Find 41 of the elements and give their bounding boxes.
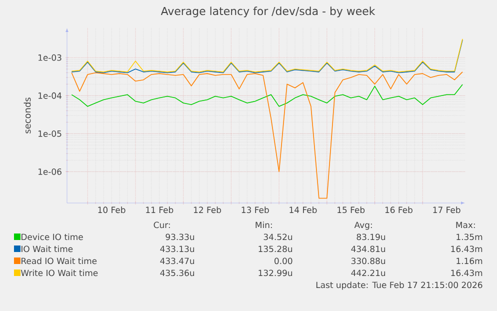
x-tick-label: 14 Feb [290, 206, 317, 214]
text: 16.43m [451, 246, 482, 252]
text: 83.19u [356, 234, 386, 240]
x-tick-label: 13 Feb [242, 206, 269, 214]
legend-label: Write IO Wait time [20, 270, 98, 276]
y-tick-label: 1e-06 [38, 168, 62, 175]
line-series [71, 84, 463, 107]
text: 132.99u [258, 270, 292, 276]
x-tick-label: 11 Feb [146, 206, 174, 214]
chart-title: Average latency for /dev/sda - by week [160, 6, 376, 18]
text: 16.43m [451, 270, 482, 276]
text: 0.00 [274, 258, 292, 264]
x-tick-label: 17 Feb [433, 206, 460, 214]
y-tick-label: 1e-04 [38, 92, 62, 99]
y-tick-label: 1e-05 [38, 130, 62, 137]
text: Cur: [154, 222, 170, 228]
y-axis-title: seconds [24, 98, 31, 134]
text: 434.81u [351, 246, 386, 252]
x-tick-label: 15 Feb [338, 206, 365, 214]
legend-label: Read IO Wait time [22, 258, 97, 264]
text: 433.13u [160, 246, 194, 252]
text: 135.28u [258, 246, 292, 252]
text: Last update: Tue Feb 17 21:15:00 2026 [316, 282, 482, 290]
x-tick-label: 16 Feb [385, 206, 412, 214]
x-tick-label: 10 Feb [98, 206, 126, 214]
y-tick-label: 1e-03 [38, 54, 62, 61]
text: Avg: [354, 222, 372, 230]
x-tick-label: 12 Feb [194, 206, 222, 214]
text: Max: [456, 222, 475, 228]
text: 442.21u [351, 270, 386, 276]
text: 93.33u [166, 234, 194, 240]
legend-label: IO Wait time [22, 246, 73, 252]
text: 330.88u [351, 258, 386, 264]
text: 1.16m [456, 258, 482, 264]
text: 34.52u [264, 234, 292, 240]
legend-label: Device IO time [22, 234, 83, 240]
line-series [71, 72, 463, 199]
text: Min: [256, 222, 272, 228]
text: 435.36u [160, 270, 194, 276]
text: 1.35m [456, 234, 482, 240]
text: 433.47u [160, 258, 194, 264]
